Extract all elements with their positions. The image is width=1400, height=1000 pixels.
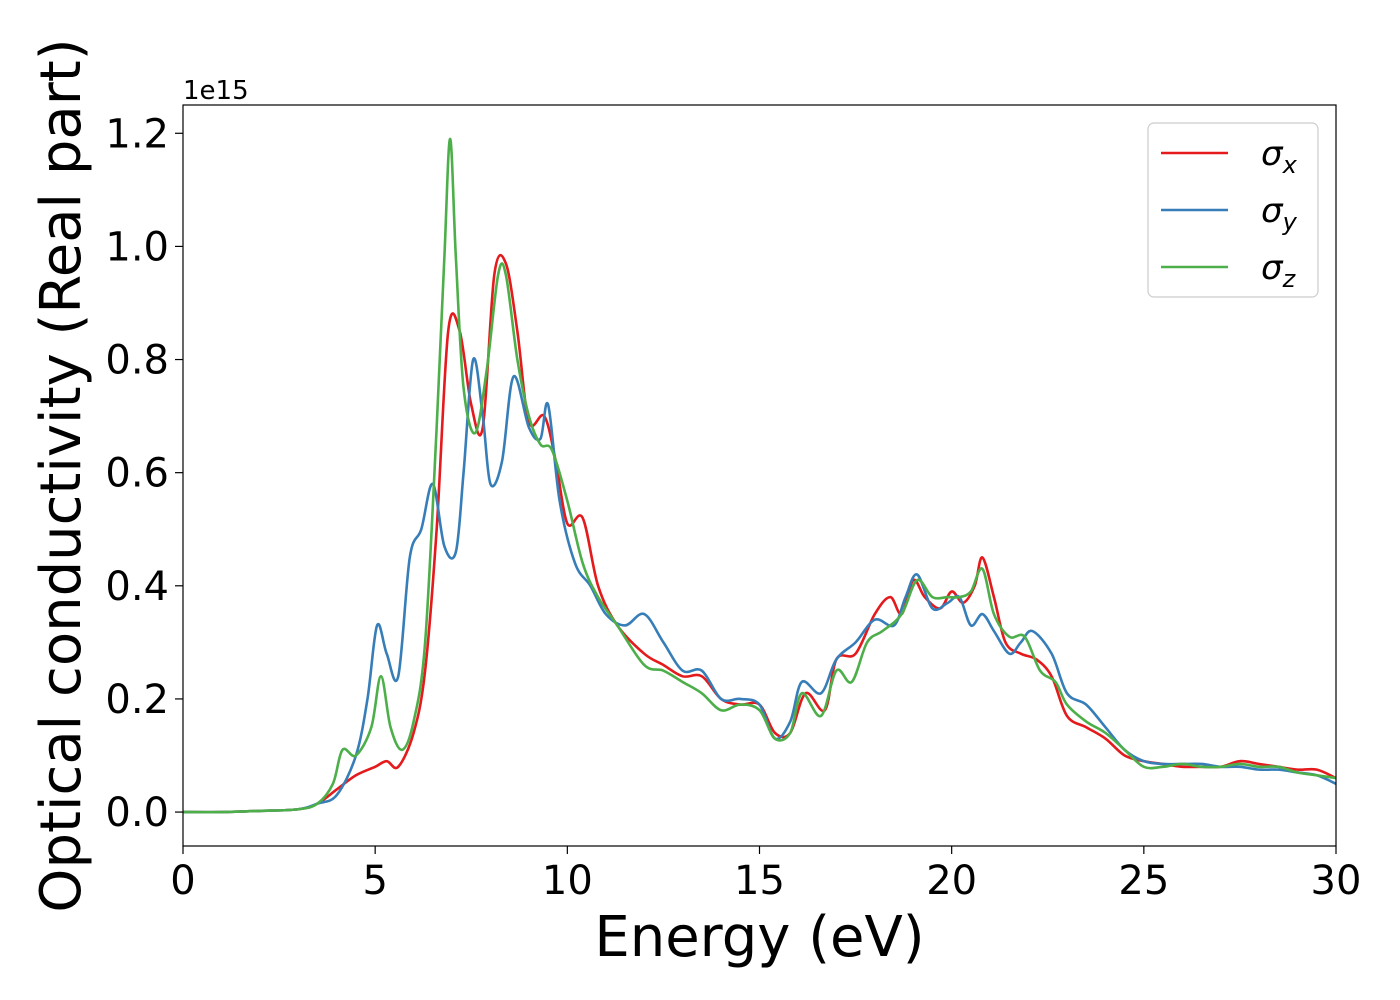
- y-tick-label: 1.0: [105, 224, 169, 270]
- y-tick-label: 0.6: [105, 451, 169, 497]
- legend-box: [1147, 122, 1319, 298]
- plot-lines: [183, 137, 1336, 814]
- legend-label-y: σy: [1261, 191, 1298, 236]
- series-line-z: [183, 137, 1336, 814]
- y-tick-label: 1.2: [105, 111, 169, 157]
- legend: σx σy σz: [1147, 122, 1319, 298]
- y-tick-label: 0.2: [105, 677, 169, 723]
- y-axis-title: Optical conductivity (Real part): [29, 38, 94, 912]
- legend-label-z: σz: [1261, 248, 1297, 293]
- y-offset-label: 1e15: [183, 76, 249, 106]
- x-tick-label: 0: [170, 858, 195, 904]
- x-tick-label: 20: [926, 858, 977, 904]
- x-axis-title: Energy (eV): [594, 905, 924, 970]
- x-tick-label: 15: [734, 858, 785, 904]
- x-tick-label: 5: [362, 858, 387, 904]
- x-tick-label: 30: [1311, 858, 1362, 904]
- y-axis: 0.0 0.2 0.4 0.6 0.8 1.0 1.2: [105, 111, 183, 836]
- y-tick-label: 0.8: [105, 338, 169, 384]
- legend-label-x: σx: [1261, 134, 1298, 179]
- x-tick-label: 10: [542, 858, 593, 904]
- y-tick-label: 0.0: [105, 790, 169, 836]
- y-tick-label: 0.4: [105, 564, 169, 610]
- series-line-y: [183, 357, 1336, 814]
- x-tick-label: 25: [1118, 858, 1169, 904]
- x-axis: 0 5 10 15 20 25 30: [170, 846, 1361, 904]
